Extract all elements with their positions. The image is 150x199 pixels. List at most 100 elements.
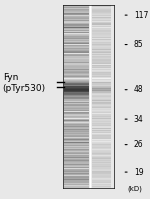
FancyBboxPatch shape	[64, 8, 89, 9]
FancyBboxPatch shape	[92, 77, 111, 78]
FancyBboxPatch shape	[92, 166, 111, 167]
FancyBboxPatch shape	[92, 7, 111, 8]
FancyBboxPatch shape	[92, 126, 111, 127]
FancyBboxPatch shape	[92, 38, 111, 39]
FancyBboxPatch shape	[64, 180, 89, 181]
FancyBboxPatch shape	[92, 124, 111, 125]
FancyBboxPatch shape	[92, 28, 111, 29]
FancyBboxPatch shape	[92, 93, 111, 94]
FancyBboxPatch shape	[64, 151, 89, 152]
FancyBboxPatch shape	[92, 45, 111, 46]
FancyBboxPatch shape	[64, 83, 89, 84]
FancyBboxPatch shape	[92, 141, 111, 142]
FancyBboxPatch shape	[92, 58, 111, 59]
FancyBboxPatch shape	[64, 87, 89, 88]
FancyBboxPatch shape	[92, 175, 111, 176]
FancyBboxPatch shape	[64, 114, 89, 115]
FancyBboxPatch shape	[64, 24, 89, 25]
FancyBboxPatch shape	[64, 177, 89, 178]
FancyBboxPatch shape	[64, 29, 89, 30]
FancyBboxPatch shape	[64, 152, 89, 153]
FancyBboxPatch shape	[64, 6, 89, 7]
FancyBboxPatch shape	[92, 111, 111, 112]
FancyBboxPatch shape	[64, 111, 89, 112]
FancyBboxPatch shape	[64, 34, 89, 35]
FancyBboxPatch shape	[64, 50, 89, 51]
FancyBboxPatch shape	[92, 129, 111, 130]
FancyBboxPatch shape	[92, 136, 111, 137]
FancyBboxPatch shape	[64, 115, 89, 116]
FancyBboxPatch shape	[92, 21, 111, 22]
FancyBboxPatch shape	[64, 167, 89, 168]
FancyBboxPatch shape	[64, 119, 89, 120]
FancyBboxPatch shape	[64, 161, 89, 162]
FancyBboxPatch shape	[64, 73, 89, 74]
FancyBboxPatch shape	[92, 144, 111, 145]
FancyBboxPatch shape	[64, 172, 89, 173]
FancyBboxPatch shape	[92, 31, 111, 32]
FancyBboxPatch shape	[92, 17, 111, 18]
FancyBboxPatch shape	[92, 99, 111, 100]
FancyBboxPatch shape	[92, 142, 111, 143]
FancyBboxPatch shape	[92, 29, 111, 30]
FancyBboxPatch shape	[92, 22, 111, 23]
FancyBboxPatch shape	[64, 54, 89, 55]
FancyBboxPatch shape	[92, 65, 111, 66]
FancyBboxPatch shape	[92, 182, 111, 183]
FancyBboxPatch shape	[92, 24, 111, 25]
Text: 26: 26	[134, 140, 144, 149]
FancyBboxPatch shape	[64, 178, 89, 179]
FancyBboxPatch shape	[64, 68, 89, 69]
FancyBboxPatch shape	[64, 164, 89, 165]
FancyBboxPatch shape	[92, 167, 111, 168]
FancyBboxPatch shape	[64, 85, 89, 86]
FancyBboxPatch shape	[64, 139, 89, 140]
FancyBboxPatch shape	[64, 109, 89, 110]
FancyBboxPatch shape	[92, 140, 111, 141]
FancyBboxPatch shape	[92, 170, 111, 171]
FancyBboxPatch shape	[92, 82, 111, 83]
FancyBboxPatch shape	[64, 106, 89, 107]
FancyBboxPatch shape	[92, 174, 111, 175]
FancyBboxPatch shape	[92, 47, 111, 48]
FancyBboxPatch shape	[64, 91, 89, 92]
FancyBboxPatch shape	[64, 56, 89, 57]
FancyBboxPatch shape	[92, 179, 111, 180]
FancyBboxPatch shape	[64, 129, 89, 130]
FancyBboxPatch shape	[64, 72, 89, 73]
FancyBboxPatch shape	[64, 58, 89, 59]
FancyBboxPatch shape	[92, 9, 111, 10]
FancyBboxPatch shape	[64, 147, 89, 148]
Text: Fyn
(pTyr530): Fyn (pTyr530)	[3, 73, 46, 93]
FancyBboxPatch shape	[64, 53, 89, 54]
FancyBboxPatch shape	[64, 124, 89, 125]
FancyBboxPatch shape	[64, 102, 89, 103]
FancyBboxPatch shape	[64, 148, 89, 149]
FancyBboxPatch shape	[92, 178, 111, 179]
FancyBboxPatch shape	[64, 18, 89, 19]
FancyBboxPatch shape	[92, 110, 111, 111]
FancyBboxPatch shape	[64, 77, 89, 78]
FancyBboxPatch shape	[92, 162, 111, 163]
FancyBboxPatch shape	[92, 117, 111, 118]
FancyBboxPatch shape	[92, 101, 111, 102]
FancyBboxPatch shape	[92, 34, 111, 35]
FancyBboxPatch shape	[64, 28, 89, 29]
FancyBboxPatch shape	[92, 84, 111, 85]
FancyBboxPatch shape	[64, 110, 89, 111]
FancyBboxPatch shape	[64, 186, 89, 187]
FancyBboxPatch shape	[92, 42, 111, 43]
FancyBboxPatch shape	[92, 159, 111, 160]
FancyBboxPatch shape	[64, 107, 89, 108]
FancyBboxPatch shape	[92, 104, 111, 105]
FancyBboxPatch shape	[92, 147, 111, 148]
FancyBboxPatch shape	[92, 19, 111, 20]
FancyBboxPatch shape	[64, 182, 89, 183]
FancyBboxPatch shape	[92, 150, 111, 151]
FancyBboxPatch shape	[92, 35, 111, 36]
FancyBboxPatch shape	[92, 25, 111, 26]
Text: 19: 19	[134, 168, 144, 177]
FancyBboxPatch shape	[64, 176, 89, 177]
FancyBboxPatch shape	[92, 172, 111, 173]
FancyBboxPatch shape	[64, 155, 89, 156]
